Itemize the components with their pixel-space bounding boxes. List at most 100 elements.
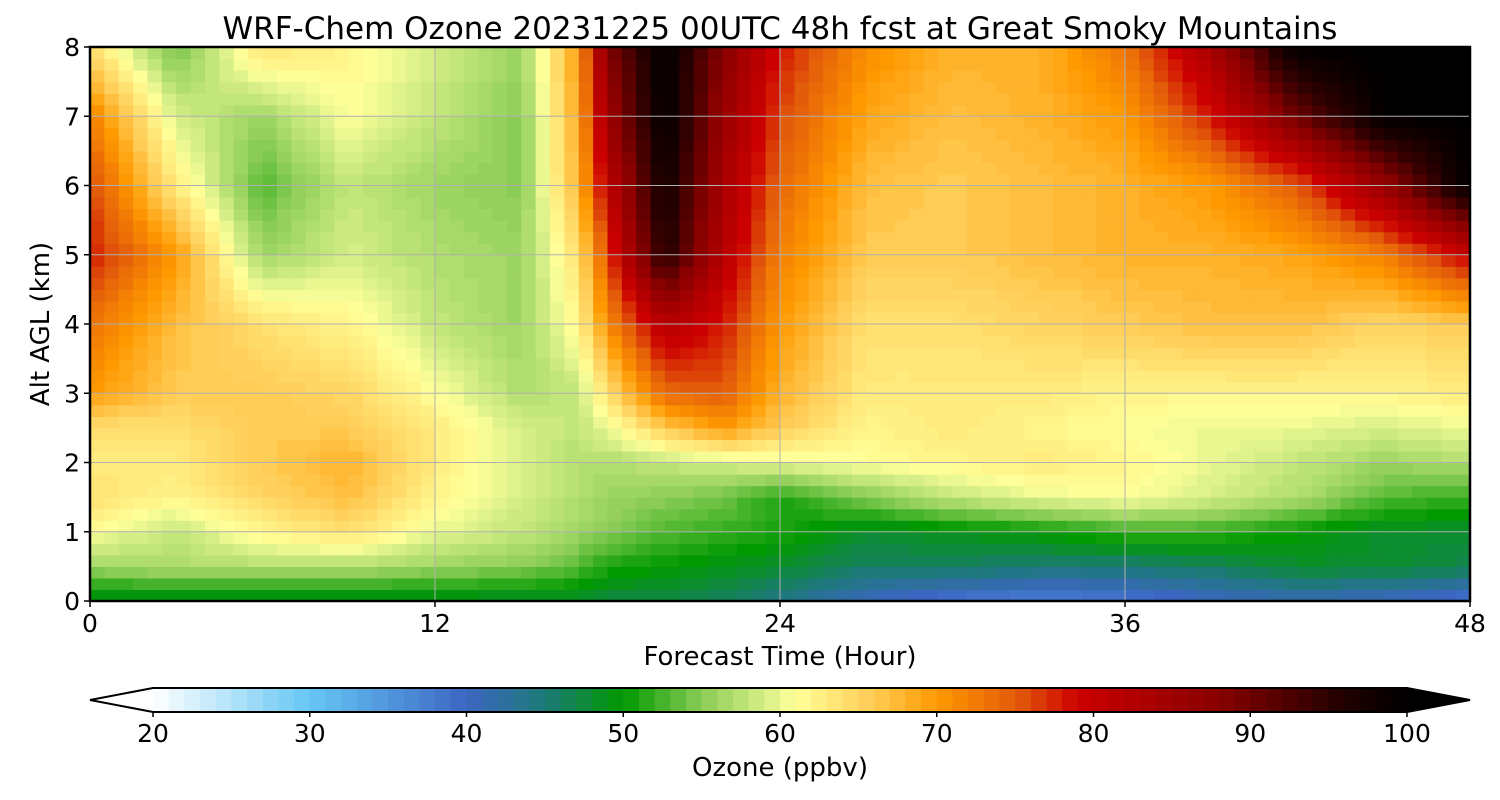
heatmap-cell	[506, 508, 522, 521]
heatmap-cell	[1096, 266, 1112, 279]
heatmap-cell	[1125, 520, 1140, 533]
heatmap-cell	[1398, 347, 1414, 360]
heatmap-cell	[909, 208, 925, 221]
heatmap-cell	[1196, 47, 1212, 60]
heatmap-cell	[478, 277, 494, 290]
heatmap-cell	[880, 520, 896, 533]
heatmap-cell	[147, 439, 163, 452]
heatmap-cell	[449, 150, 465, 164]
heatmap-cell	[449, 312, 465, 325]
heatmap-cell	[966, 381, 982, 394]
heatmap-cell	[291, 173, 307, 187]
heatmap-cell	[1311, 266, 1327, 279]
heatmap-cell	[593, 127, 609, 140]
heatmap-cell	[205, 173, 220, 187]
heatmap-cell	[1067, 266, 1083, 279]
heatmap-cell	[981, 404, 997, 417]
heatmap-cell	[794, 58, 810, 71]
heatmap-cell	[161, 58, 177, 71]
heatmap-cell	[895, 358, 910, 371]
heatmap-cell	[823, 231, 839, 244]
heatmap-cell	[363, 70, 379, 83]
heatmap-cell	[205, 116, 220, 129]
heatmap-cell	[851, 185, 867, 198]
heatmap-cell	[679, 531, 695, 544]
heatmap-cell	[377, 485, 393, 498]
heatmap-cell	[751, 58, 767, 71]
heatmap-cell	[564, 393, 580, 406]
heatmap-cell	[1240, 497, 1255, 510]
heatmap-cell	[621, 220, 637, 233]
heatmap-cell	[1225, 116, 1241, 129]
heatmap-cell	[233, 497, 249, 510]
heatmap-cell	[851, 173, 867, 187]
heatmap-cell	[636, 173, 652, 187]
heatmap-cell	[1168, 347, 1184, 360]
heatmap-cell	[880, 577, 896, 591]
heatmap-cell	[550, 266, 565, 279]
heatmap-cell	[478, 462, 494, 475]
heatmap-cell	[1010, 197, 1025, 210]
heatmap-cell	[205, 197, 220, 210]
heatmap-cell	[794, 150, 810, 164]
heatmap-cell	[463, 139, 479, 152]
heatmap-cell	[1110, 531, 1126, 544]
heatmap-cell	[722, 439, 738, 452]
heatmap-cell	[837, 277, 853, 290]
heatmap-cell	[808, 300, 824, 314]
heatmap-cell	[1038, 127, 1054, 140]
heatmap-cell	[823, 485, 839, 498]
heatmap-cell	[1067, 70, 1083, 83]
heatmap-cell	[679, 208, 695, 221]
heatmap-cell	[693, 220, 709, 233]
heatmap-cell	[765, 393, 781, 406]
heatmap-cell	[808, 381, 824, 394]
heatmap-cell	[895, 58, 910, 71]
heatmap-cell	[938, 589, 954, 602]
heatmap-cell	[665, 358, 680, 371]
heatmap-cell	[133, 474, 149, 487]
heatmap-cell	[233, 347, 249, 360]
heatmap-cell	[205, 289, 220, 302]
heatmap-cell	[1024, 589, 1040, 602]
heatmap-cell	[708, 485, 724, 498]
heatmap-cell	[1311, 577, 1327, 591]
heatmap-cell	[348, 47, 364, 60]
heatmap-cell	[1168, 243, 1184, 256]
heatmap-cell	[650, 231, 666, 244]
heatmap-cell	[377, 520, 393, 533]
heatmap-cell	[708, 243, 724, 256]
heatmap-cell	[363, 173, 379, 187]
heatmap-cell	[492, 47, 508, 60]
heatmap-cell	[866, 370, 882, 383]
heatmap-cell	[1053, 450, 1069, 464]
heatmap-cell	[823, 543, 839, 556]
heatmap-cell	[636, 554, 652, 567]
heatmap-cell	[808, 47, 824, 60]
heatmap-cell	[823, 393, 839, 406]
heatmap-cell	[320, 427, 335, 441]
heatmap-cell	[506, 312, 522, 325]
heatmap-cell	[1053, 324, 1069, 337]
heatmap-cell	[981, 439, 997, 452]
heatmap-cell	[492, 266, 508, 279]
heatmap-cell	[1426, 254, 1442, 267]
heatmap-cell	[190, 497, 206, 510]
heatmap-cell	[391, 289, 407, 302]
heatmap-cell	[535, 324, 551, 337]
heatmap-cell	[1110, 289, 1126, 302]
heatmap-cell	[593, 404, 609, 417]
heatmap-cell	[190, 266, 206, 279]
heatmap-cell	[550, 543, 565, 556]
heatmap-cell	[866, 427, 882, 441]
heatmap-cell	[650, 427, 666, 441]
heatmap-cell	[190, 358, 206, 371]
heatmap-cell	[233, 381, 249, 394]
heatmap-cell	[1254, 474, 1270, 487]
heatmap-cell	[391, 208, 407, 221]
heatmap-cell	[938, 104, 954, 117]
heatmap-cell	[1412, 566, 1428, 579]
heatmap-cell	[679, 93, 695, 106]
heatmap-cell	[895, 566, 910, 579]
heatmap-cell	[248, 277, 264, 290]
